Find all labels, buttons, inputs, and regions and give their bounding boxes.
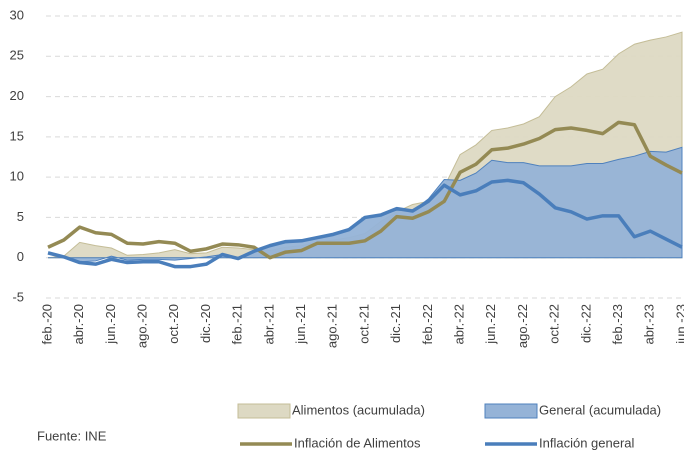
legend-label: General (acumulada)	[539, 402, 661, 417]
x-tick-label: dic.-22	[578, 304, 593, 343]
x-tick-label: ago.-20	[135, 304, 150, 348]
x-tick-label: jun.-21	[293, 304, 308, 345]
x-tick-label: dic.-20	[198, 304, 213, 343]
x-tick-label: ago.-22	[515, 304, 530, 348]
legend-item: Inflación de Alimentos	[240, 435, 421, 450]
y-tick-label: 5	[17, 209, 24, 224]
y-tick-label: 10	[10, 169, 24, 184]
x-tick-label: oct.-22	[547, 304, 562, 344]
x-tick-label: abr.-21	[261, 304, 276, 344]
x-tick-label: oct.-20	[166, 304, 181, 344]
y-tick-label: -5	[12, 289, 24, 304]
x-tick-label: feb.-20	[39, 304, 54, 344]
x-tick-label: feb.-21	[230, 304, 245, 344]
x-tick-label: feb.-23	[610, 304, 625, 344]
legend-label: Inflación de Alimentos	[294, 435, 421, 450]
source-note: Fuente: INE	[37, 428, 107, 443]
x-tick-label: abr.-20	[71, 304, 86, 344]
x-tick-label: jun.-22	[483, 304, 498, 345]
x-tick-label: jun.-23	[673, 304, 684, 345]
y-tick-label: 25	[10, 48, 24, 63]
y-tick-label: 20	[10, 88, 24, 103]
x-tick-label: abr.-23	[642, 304, 657, 344]
x-tick-label: dic.-21	[388, 304, 403, 343]
legend-swatch	[484, 403, 538, 419]
y-tick-label: 15	[10, 128, 24, 143]
x-tick-label: feb.-22	[420, 304, 435, 344]
y-tick-label: 0	[17, 249, 24, 264]
legend-swatch	[237, 403, 291, 419]
line	[47, 120, 683, 260]
x-tick-label: abr.-22	[452, 304, 467, 344]
legend-item: Alimentos (acumulada)	[237, 402, 425, 419]
legend-label: Alimentos (acumulada)	[292, 402, 425, 417]
x-tick-label: oct.-21	[356, 304, 371, 344]
legend-label: Inflación general	[539, 435, 635, 450]
legend-item: General (acumulada)	[484, 402, 661, 419]
y-tick-label: 30	[10, 7, 24, 22]
legend-item: Inflación general	[485, 435, 635, 450]
x-tick-label: ago.-21	[325, 304, 340, 348]
line	[47, 178, 683, 269]
x-tick-label: jun.-20	[103, 304, 118, 345]
